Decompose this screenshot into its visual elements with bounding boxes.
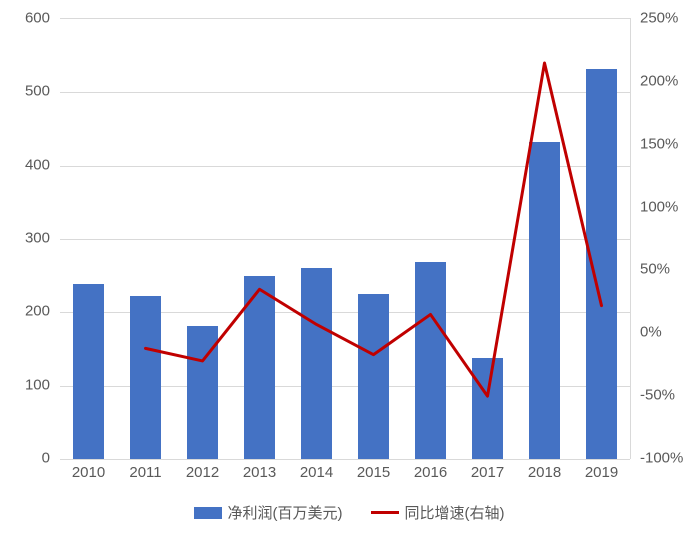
ytick-right: -50% [640, 387, 675, 404]
ytick-right: -100% [640, 450, 683, 467]
legend-item: 净利润(百万美元) [194, 502, 343, 523]
xtick: 2016 [414, 464, 447, 481]
xtick: 2019 [585, 464, 618, 481]
ytick-left: 0 [0, 450, 50, 467]
ytick-right: 250% [640, 10, 678, 27]
ytick-right: 100% [640, 198, 678, 215]
ytick-right: 50% [640, 261, 670, 278]
ytick-left: 500 [0, 83, 50, 100]
xtick: 2010 [72, 464, 105, 481]
legend-label: 同比增速(右轴) [405, 502, 505, 523]
chart-container: 净利润(百万美元) 同比增速(右轴) 0 100 200 300 400 500 600 -10… [0, 0, 698, 543]
legend-swatch-bar [194, 507, 222, 519]
ytick-left: 400 [0, 156, 50, 173]
xtick: 2017 [471, 464, 504, 481]
plot-area [60, 18, 631, 459]
ytick-right: 150% [640, 135, 678, 152]
x-axis-line [60, 459, 630, 460]
xtick: 2011 [129, 464, 161, 481]
legend-item: 同比增速(右轴) [371, 502, 505, 523]
legend-swatch-line [371, 511, 399, 514]
ytick-right: 200% [640, 72, 678, 89]
ytick-left: 600 [0, 10, 50, 27]
xtick: 2015 [357, 464, 390, 481]
ytick-left: 200 [0, 303, 50, 320]
legend-label: 净利润(百万美元) [228, 502, 343, 523]
xtick: 2013 [243, 464, 276, 481]
line-series [60, 19, 630, 459]
xtick: 2012 [186, 464, 219, 481]
ytick-left: 300 [0, 230, 50, 247]
xtick: 2018 [528, 464, 561, 481]
ytick-left: 100 [0, 376, 50, 393]
legend: 净利润(百万美元) 同比增速(右轴) [0, 502, 698, 523]
xtick: 2014 [300, 464, 333, 481]
ytick-right: 0% [640, 324, 662, 341]
